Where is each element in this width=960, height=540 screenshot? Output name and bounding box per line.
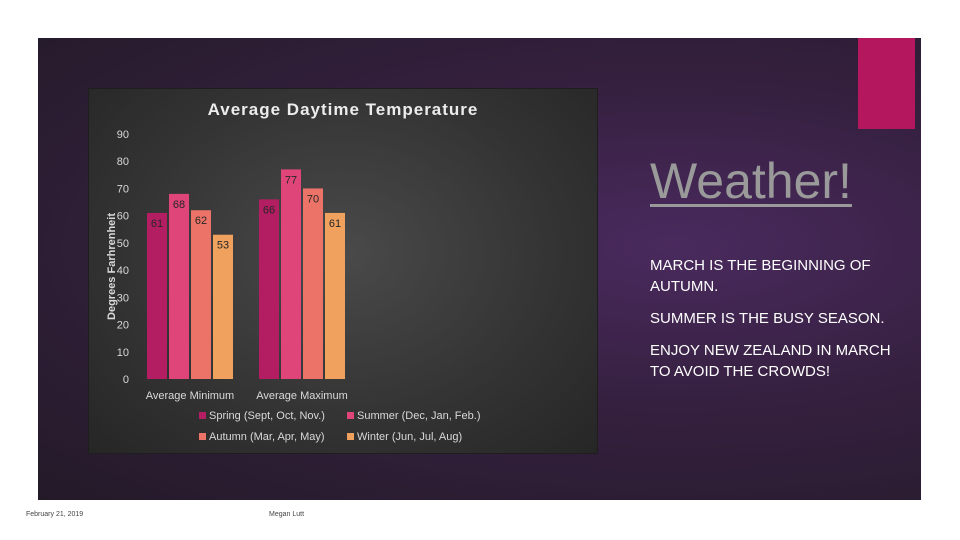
bar — [325, 212, 345, 379]
legend-label: Autumn (Mar, Apr, May) — [209, 431, 325, 443]
legend-label: Spring (Sept, Oct, Nov.) — [209, 410, 325, 422]
y-axis-label: Degrees Farhrenheit — [106, 213, 118, 320]
accent-tab — [858, 38, 915, 129]
bar — [303, 188, 323, 379]
y-tick-label: 90 — [117, 129, 129, 141]
bullet-list: March is the beginning of Autumn. Summer… — [650, 255, 900, 393]
legend-label: Winter (Jun, Jul, Aug) — [357, 431, 462, 443]
data-label: 77 — [285, 174, 297, 186]
legend-swatch — [347, 412, 354, 419]
y-tick-label: 40 — [117, 265, 129, 277]
y-tick-label: 0 — [123, 374, 129, 386]
chart-title: Average Daytime Temperature — [208, 100, 479, 119]
y-tick-label: 10 — [117, 347, 129, 359]
y-tick-label: 60 — [117, 211, 129, 223]
slide-heading: Weather! — [650, 153, 852, 209]
bullet-item: Enjoy New Zealand in March to avoid the … — [650, 342, 891, 380]
legend-swatch — [199, 412, 206, 419]
bar — [281, 169, 301, 379]
bar — [259, 199, 279, 379]
data-label: 66 — [263, 204, 275, 216]
legend-swatch — [347, 433, 354, 440]
data-label: 61 — [151, 218, 163, 230]
x-category-label: Average Minimum — [146, 390, 234, 402]
y-tick-label: 80 — [117, 156, 129, 168]
data-label: 53 — [217, 240, 229, 252]
bar — [147, 212, 167, 379]
bullet-item: Summer is the busy season. — [650, 310, 885, 327]
bullet-item: March is the beginning of Autumn. — [650, 257, 871, 295]
data-label: 62 — [195, 215, 207, 227]
bar — [169, 193, 189, 379]
bar — [191, 210, 211, 379]
x-category-label: Average Maximum — [256, 390, 348, 402]
legend-swatch — [199, 433, 206, 440]
y-tick-label: 70 — [117, 183, 129, 195]
data-label: 61 — [329, 218, 341, 230]
data-label: 70 — [307, 193, 319, 205]
data-label: 68 — [173, 199, 185, 211]
temperature-chart: Average Daytime Temperature 0 10 20 30 40 50 60… — [88, 88, 598, 454]
legend-label: Summer (Dec, Jan, Feb.) — [357, 410, 480, 422]
chart-svg: Average Daytime Temperature 0 10 20 30 40 50 60… — [106, 100, 480, 443]
y-tick-label: 30 — [117, 292, 129, 304]
y-tick-label: 20 — [117, 320, 129, 332]
footer-date: February 21, 2019 — [26, 511, 84, 518]
y-tick-label: 50 — [117, 238, 129, 250]
footer-author: Megan Lutt — [269, 511, 305, 518]
bar — [213, 234, 233, 379]
